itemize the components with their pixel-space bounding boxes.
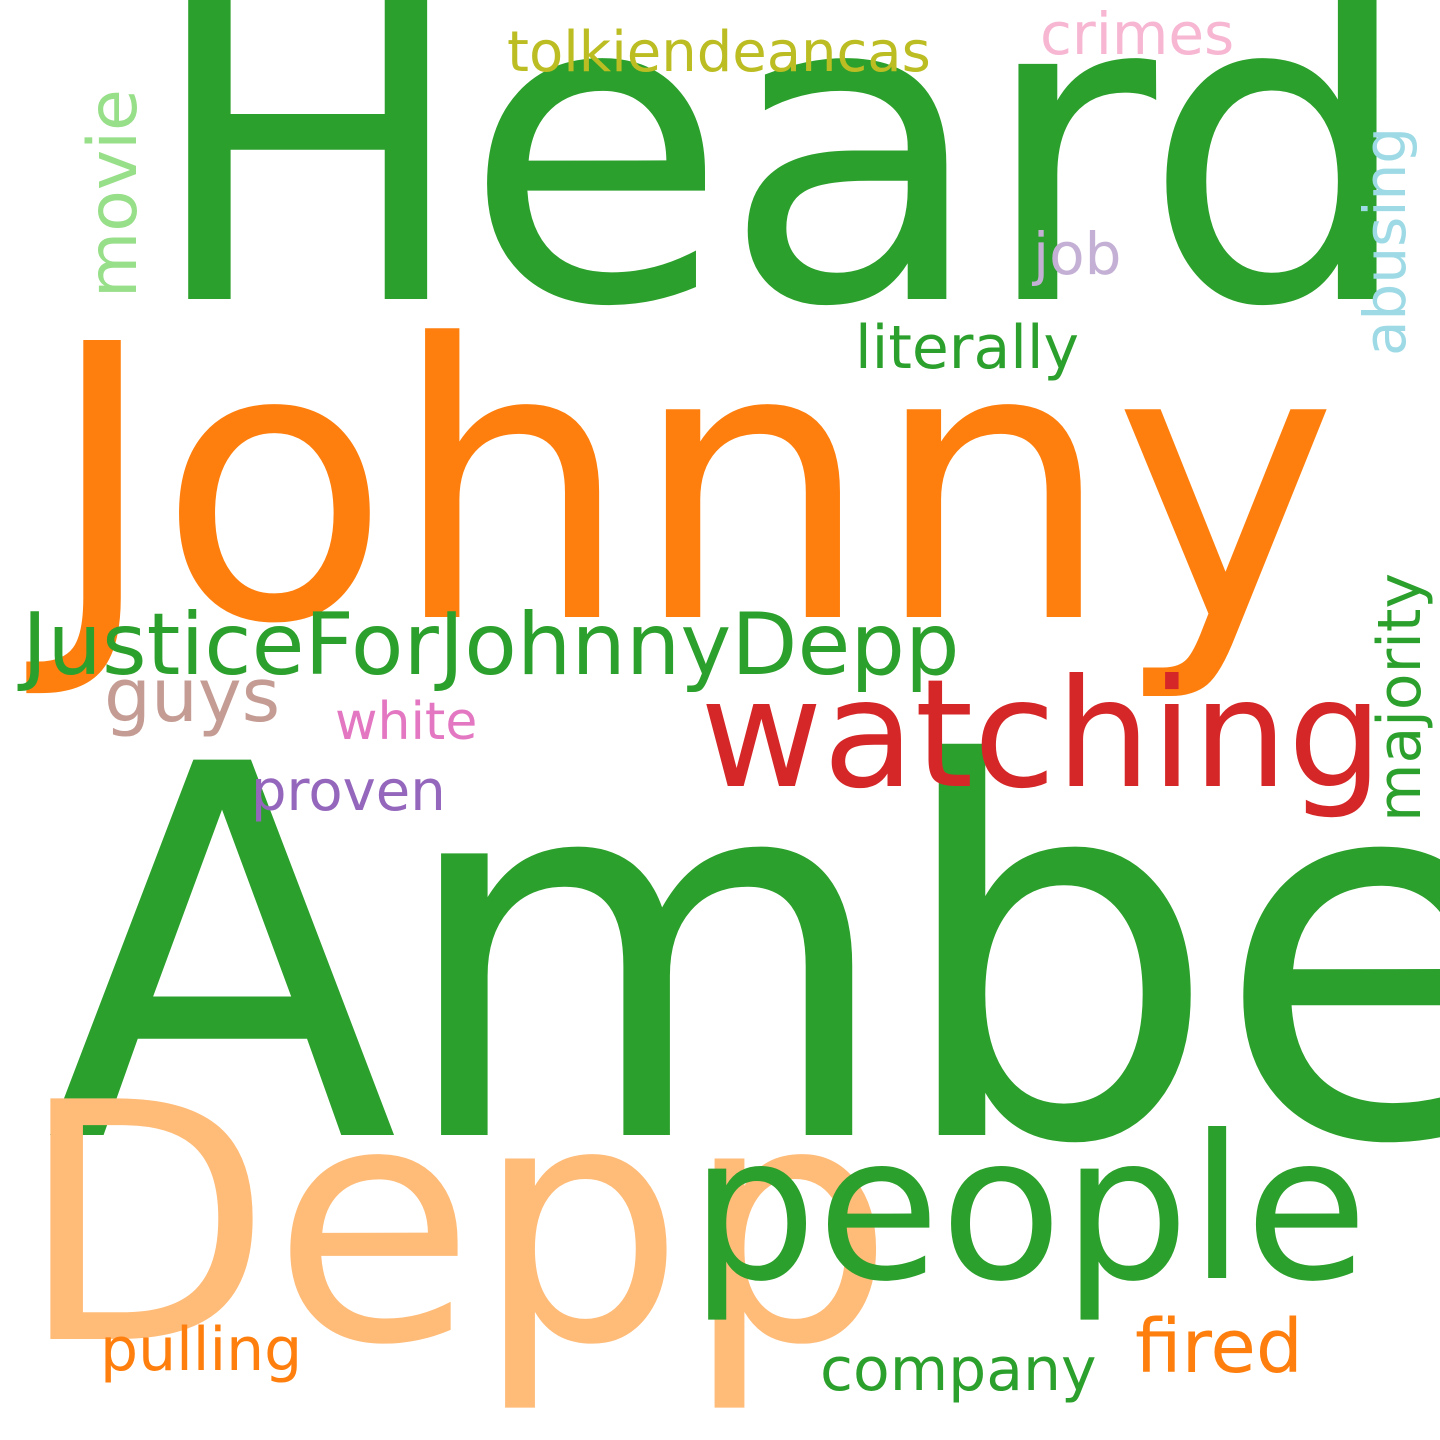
word-depp: Depp (18, 1033, 895, 1417)
word-white: white (335, 692, 478, 752)
word-abusing: abusing (1351, 126, 1419, 356)
word-proven: proven (251, 759, 446, 824)
word-fired: fired (1135, 1304, 1303, 1390)
word-guys: guys (104, 653, 281, 739)
word-majority: majority (1365, 573, 1435, 822)
word-heard: Heard (146, 0, 1416, 401)
word-johnny: Johnny (46, 264, 1338, 707)
word-amber: Amber (46, 658, 1440, 1257)
word-tolkiendeancas: tolkiendeancas (507, 20, 931, 85)
word-company: company (820, 1335, 1097, 1405)
word-crimes: crimes (1040, 0, 1235, 68)
word-movie: movie (74, 89, 153, 298)
word-job: job (1033, 220, 1122, 288)
word-watching: watching (700, 648, 1383, 822)
word-literally: literally (855, 313, 1080, 383)
word-pulling: pulling (100, 1315, 303, 1385)
word-justicefor-johnnydepp: JusticeForJohnnyDepp (22, 595, 960, 695)
word-people: people (690, 1093, 1368, 1326)
